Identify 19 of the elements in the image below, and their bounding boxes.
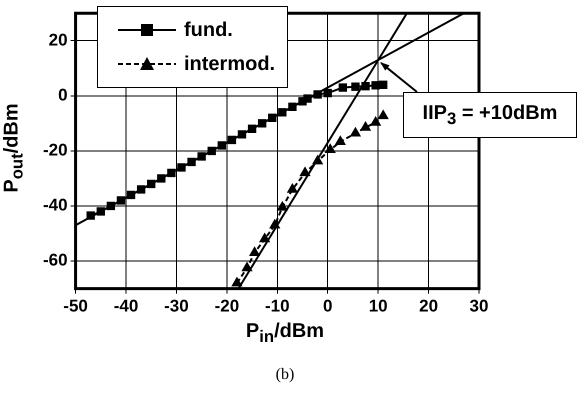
annotation: IIP$_{3}$ = +10dBm <box>422 102 558 128</box>
text: (b) <box>276 366 294 384</box>
x-tick-label: 30 <box>470 296 488 316</box>
x-tick-label: -20 <box>214 296 240 316</box>
y-tick-label: 0 <box>58 86 68 105</box>
x-tick-label: 20 <box>419 296 438 316</box>
x-tick-label: -40 <box>114 296 138 316</box>
x-axis-title: P$_{in}$/dBm <box>246 320 324 347</box>
x-tick-label: -10 <box>264 296 290 316</box>
legend-label: intermod. <box>184 52 276 77</box>
y-tick-label: 20 <box>48 30 68 50</box>
x-tick-label: 10 <box>368 296 388 316</box>
x-tick-label: -30 <box>164 296 189 316</box>
y-tick-label: -20 <box>42 140 68 160</box>
x-tick-label: -50 <box>63 296 88 316</box>
y-tick-label: -60 <box>42 250 68 270</box>
legend-label: fund. <box>184 18 233 43</box>
x-tick-label: 0 <box>322 296 332 316</box>
y-tick-label: -40 <box>42 196 68 215</box>
